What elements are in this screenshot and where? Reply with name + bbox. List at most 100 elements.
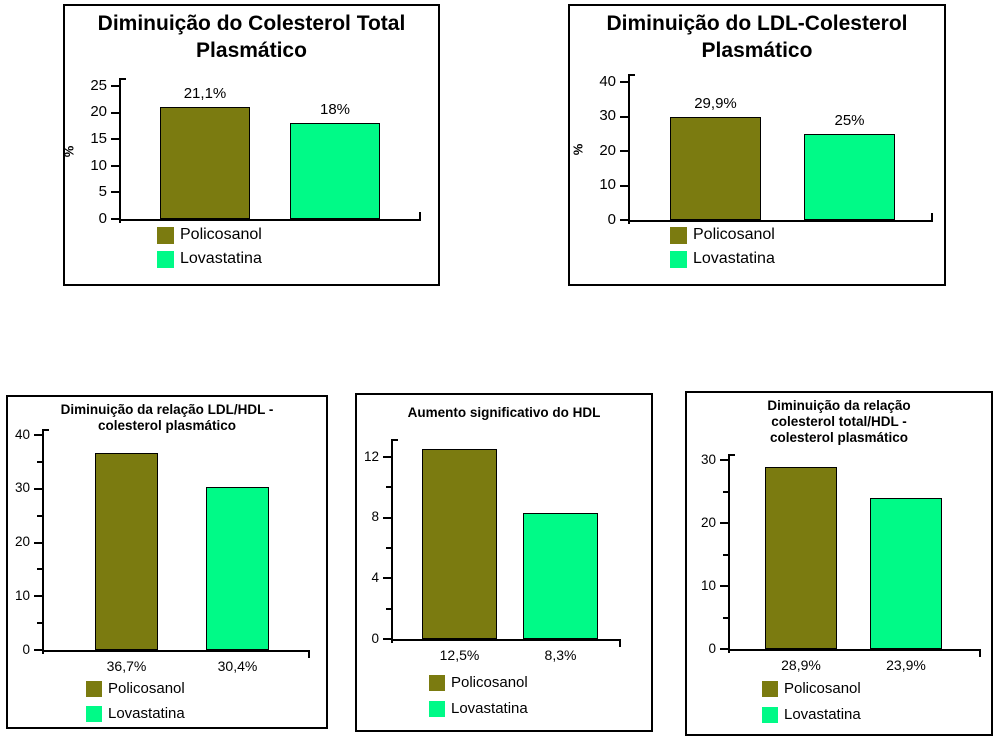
x-axis-end-tick (308, 652, 310, 658)
y-axis-tick-label: 30 (700, 451, 716, 467)
y-axis-major-tick (720, 459, 728, 461)
y-axis-major-tick (34, 434, 42, 436)
legend-label-lovastatina: Lovastatina (108, 705, 185, 722)
y-axis-major-tick (720, 585, 728, 587)
y-axis-tick-label: 30 (599, 107, 616, 125)
y-axis-major-tick (111, 218, 119, 220)
y-axis-tick-label: 0 (22, 641, 30, 657)
y-axis-tick-label: 12 (363, 448, 379, 464)
y-axis-tick-label: 0 (607, 210, 616, 228)
bar-value-label: 21,1% (183, 85, 227, 102)
y-axis-major-tick (620, 81, 628, 83)
x-axis (119, 219, 421, 221)
chart-title: colesterol plasmático (97, 418, 237, 433)
y-axis-major-tick (34, 487, 42, 490)
legend-label-lovastatina: Lovastatina (451, 700, 528, 717)
bar-value-label: 28,9% (781, 657, 821, 673)
bar-lovastatina (804, 134, 895, 220)
bar-policosanol (422, 449, 497, 639)
legend-label-policosanol: Policosanol (108, 680, 185, 697)
y-axis-tick-label: 20 (14, 534, 30, 550)
x-axis-end-tick (979, 651, 981, 657)
y-axis-major-tick (34, 595, 42, 598)
x-axis-end-tick (619, 641, 621, 647)
legend-swatch-lovastatina (762, 707, 778, 723)
y-axis-minor-tick (723, 490, 728, 493)
y-axis-minor-tick (37, 460, 42, 463)
bar-lovastatina (206, 487, 269, 650)
y-axis-major-tick (34, 649, 42, 651)
y-axis-major-tick (34, 541, 42, 544)
chart-panel-aumento-hdl: Aumento significativo do HDL 0 4 8 12 12,5% 8,… (355, 393, 653, 732)
chart-panel-colesterol-total: Diminuição do Colesterol Total Plasmático… (61, 4, 440, 286)
legend-swatch-policosanol (670, 227, 687, 244)
chart-title: Plasmático (701, 39, 813, 62)
legend-label-lovastatina: Lovastatina (693, 250, 775, 267)
legend-label-policosanol: Policosanol (784, 680, 861, 697)
legend-swatch-lovastatina (157, 251, 174, 268)
legend-swatch-policosanol (157, 227, 174, 244)
y-axis-major-tick (620, 115, 628, 118)
bar-policosanol (670, 117, 761, 220)
y-axis-tick-label: 15 (90, 129, 107, 147)
bar-value-label: 29,9% (694, 95, 737, 112)
y-axis-tick-label: 5 (98, 183, 107, 201)
y-axis-top-tick (42, 429, 49, 431)
x-axis (391, 639, 621, 641)
y-axis-tick-label: 40 (14, 426, 30, 442)
x-axis-end-tick (419, 212, 421, 219)
y-axis-tick-label: 10 (14, 587, 30, 603)
y-axis-major-tick (720, 648, 728, 650)
y-axis (391, 439, 393, 643)
y-axis-major-tick (720, 522, 728, 524)
legend-label-lovastatina: Lovastatina (180, 250, 262, 267)
y-axis-minor-tick (37, 622, 42, 625)
chart-title: Diminuição da relação (767, 398, 911, 413)
legend-swatch-lovastatina (86, 706, 102, 722)
legend-swatch-lovastatina (429, 701, 445, 717)
bar-value-label: 8,3% (544, 647, 577, 663)
chart-title: Aumento significativo do HDL (407, 405, 601, 420)
y-axis-tick-label: 0 (708, 640, 716, 656)
y-axis-major-tick (620, 150, 628, 152)
y-axis (119, 78, 121, 223)
chart-title: colesterol plasmático (769, 430, 909, 445)
y-axis-major-tick (620, 184, 628, 187)
legend-swatch-policosanol (762, 681, 778, 697)
y-axis-tick-label: 0 (371, 630, 379, 646)
x-axis (728, 649, 981, 651)
bar-policosanol (765, 467, 837, 649)
y-axis-major-tick (111, 191, 119, 194)
y-axis-major-tick (620, 219, 628, 221)
chart-title: Plasmático (196, 39, 307, 62)
y-axis-top-tick (391, 439, 398, 441)
x-axis-end-tick (931, 213, 933, 220)
legend-swatch-policosanol (429, 675, 445, 691)
y-axis-top-tick (119, 78, 126, 80)
y-axis-major-tick (383, 638, 391, 640)
y-axis-minor-tick (37, 514, 42, 517)
y-axis-top-tick (628, 74, 635, 76)
y-axis-tick-label: 20 (599, 141, 616, 159)
chart-panel-relacao-ldl-hdl: Diminuição da relação LDL/HDL - colestero… (6, 395, 328, 729)
y-axis-tick-label: 10 (599, 176, 616, 194)
chart-title: Diminuição da relação LDL/HDL - (60, 402, 274, 417)
legend-swatch-policosanol (86, 681, 102, 697)
bar-value-label: 30,4% (217, 658, 258, 674)
y-axis-tick-label: 40 (599, 72, 616, 90)
y-axis-minor-tick (37, 568, 42, 571)
y-axis (42, 429, 44, 654)
bar-lovastatina (523, 513, 598, 639)
y-axis-minor-tick (386, 486, 391, 489)
chart-title: Diminuição do Colesterol Total (97, 12, 406, 35)
y-axis-tick-label: 10 (700, 577, 716, 593)
y-axis-unit-label: % (61, 145, 77, 157)
y-axis-major-tick (383, 456, 391, 458)
chart-panel-relacao-total-hdl: Diminuição da relação colesterol total/HD… (685, 391, 993, 736)
y-axis-major-tick (111, 138, 119, 141)
y-axis-minor-tick (723, 616, 728, 619)
bar-policosanol (160, 107, 250, 219)
bar-value-label: 23,9% (886, 657, 926, 673)
chart-title: Diminuição do LDL-Colesterol (606, 12, 908, 35)
